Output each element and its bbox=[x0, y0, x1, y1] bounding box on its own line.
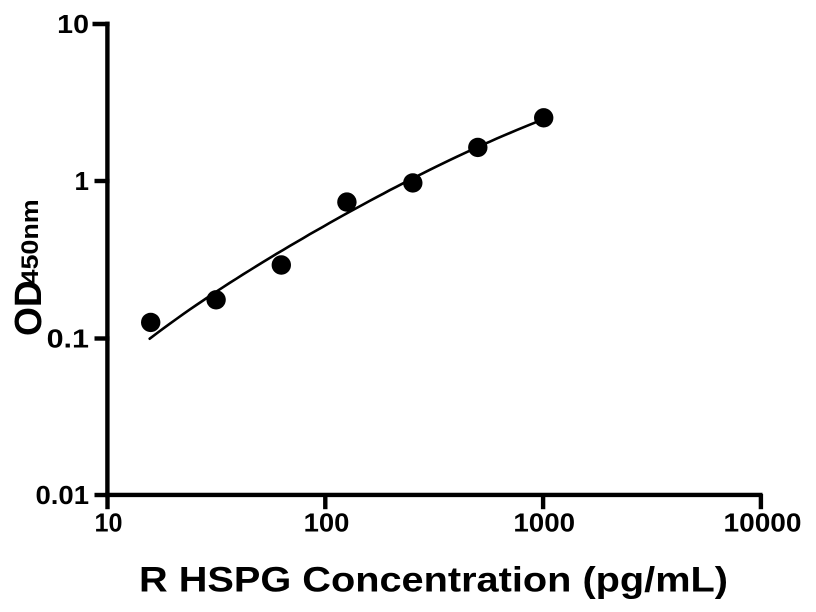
svg-text:450nm: 450nm bbox=[17, 199, 44, 284]
svg-text:OD: OD bbox=[8, 280, 50, 336]
svg-text:0.01: 0.01 bbox=[36, 480, 90, 510]
svg-text:R HSPG Concentration (pg/mL): R HSPG Concentration (pg/mL) bbox=[139, 561, 728, 600]
svg-text:10: 10 bbox=[95, 508, 123, 538]
svg-text:100: 100 bbox=[304, 508, 350, 538]
svg-text:10000: 10000 bbox=[724, 508, 802, 538]
svg-text:10: 10 bbox=[57, 9, 89, 39]
svg-text:0.1: 0.1 bbox=[47, 324, 89, 354]
svg-text:1000: 1000 bbox=[513, 508, 575, 538]
svg-text:1: 1 bbox=[75, 166, 89, 196]
